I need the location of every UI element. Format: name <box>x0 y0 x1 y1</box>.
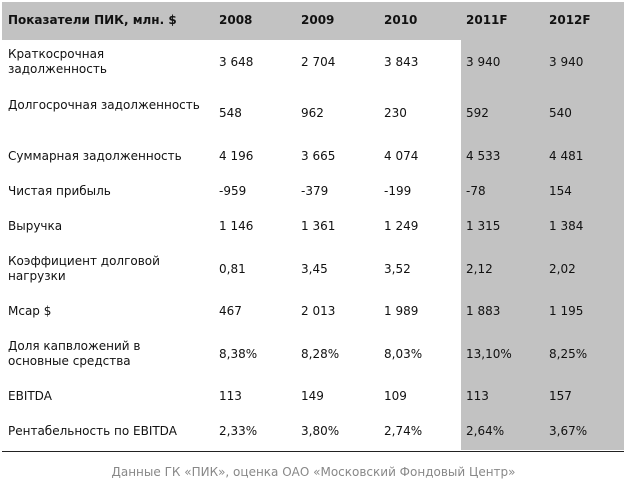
value-cell: 592 <box>466 106 489 120</box>
value-cell: 1 249 <box>384 219 419 233</box>
value-cell: 4 074 <box>384 149 419 163</box>
value-cell: 8,28% <box>301 347 340 361</box>
value-cell: 4 196 <box>219 149 254 163</box>
row-label: Выручка <box>8 219 63 233</box>
value-cell: 13,10% <box>466 347 512 361</box>
value-cell: 4 533 <box>466 149 501 163</box>
value-cell: -959 <box>219 184 247 198</box>
forecast-columns-shading <box>461 2 624 450</box>
row-label: Суммарная задолженность <box>8 149 182 163</box>
value-cell: 113 <box>466 389 489 403</box>
value-cell: 2,64% <box>466 424 505 438</box>
header-indicator: Показатели ПИК, млн. $ <box>8 13 177 27</box>
value-cell: 3 648 <box>219 55 254 69</box>
row-label: EBITDA <box>8 389 52 403</box>
row-label: Mcap $ <box>8 304 52 318</box>
row-label: Чистая прибыль <box>8 184 111 198</box>
header-year: 2011F <box>466 13 508 27</box>
row-label: Коэффициент долговой нагрузки <box>8 254 160 283</box>
value-cell: 2,74% <box>384 424 423 438</box>
value-cell: 548 <box>219 106 242 120</box>
value-cell: 113 <box>219 389 242 403</box>
value-cell: 8,03% <box>384 347 423 361</box>
value-cell: 2,33% <box>219 424 258 438</box>
value-cell: 154 <box>549 184 572 198</box>
source-note: Данные ГК «ПИК», оценка ОАО «Московский … <box>111 465 516 479</box>
value-cell: 1 361 <box>301 219 336 233</box>
value-cell: 3 940 <box>549 55 584 69</box>
value-cell: 3,67% <box>549 424 588 438</box>
value-cell: 2,02 <box>549 262 576 276</box>
value-cell: 1 315 <box>466 219 501 233</box>
value-cell: 109 <box>384 389 407 403</box>
value-cell: -379 <box>301 184 329 198</box>
row-label: Рентабельность по EBITDA <box>8 424 177 438</box>
header-year: 2008 <box>219 13 253 27</box>
value-cell: 467 <box>219 304 242 318</box>
table-bottom-rule <box>2 451 624 452</box>
value-cell: 2 013 <box>301 304 336 318</box>
row-label: Долгосрочная задолженность <box>8 98 200 112</box>
value-cell: 1 883 <box>466 304 501 318</box>
value-cell: 3 665 <box>301 149 336 163</box>
value-cell: 230 <box>384 106 407 120</box>
value-cell: 4 481 <box>549 149 584 163</box>
value-cell: 8,38% <box>219 347 258 361</box>
row-label: Краткосрочная задолженность <box>8 47 107 76</box>
value-cell: 1 384 <box>549 219 584 233</box>
value-cell: 157 <box>549 389 572 403</box>
value-cell: 1 989 <box>384 304 419 318</box>
row-label: Доля капвложений в основные средства <box>8 339 141 368</box>
header-year: 2012F <box>549 13 591 27</box>
value-cell: 1 195 <box>549 304 584 318</box>
value-cell: 0,81 <box>219 262 246 276</box>
value-cell: -199 <box>384 184 412 198</box>
value-cell: 1 146 <box>219 219 254 233</box>
header-year: 2009 <box>301 13 335 27</box>
value-cell: 8,25% <box>549 347 588 361</box>
value-cell: 2,12 <box>466 262 493 276</box>
value-cell: 962 <box>301 106 324 120</box>
value-cell: 3 843 <box>384 55 419 69</box>
value-cell: 3,52 <box>384 262 411 276</box>
value-cell: 3,80% <box>301 424 340 438</box>
value-cell: 540 <box>549 106 572 120</box>
header-year: 2010 <box>384 13 418 27</box>
value-cell: 3 940 <box>466 55 501 69</box>
value-cell: 2 704 <box>301 55 336 69</box>
value-cell: 3,45 <box>301 262 328 276</box>
value-cell: -78 <box>466 184 486 198</box>
value-cell: 149 <box>301 389 324 403</box>
table-header: Показатели ПИК, млн. $ 2008 2009 2010 2011F 2… <box>2 2 624 40</box>
